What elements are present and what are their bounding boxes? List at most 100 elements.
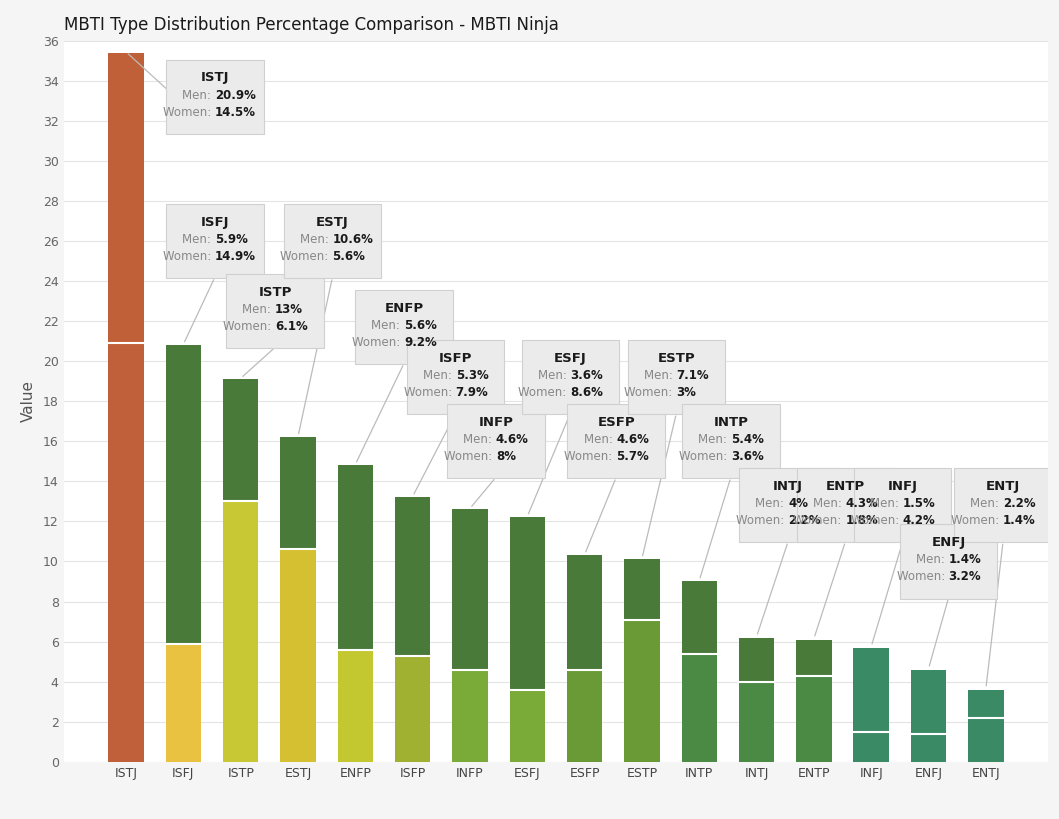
Text: Women:: Women: <box>564 450 616 463</box>
Bar <box>968 690 1004 717</box>
Text: ISFP: ISFP <box>439 352 472 364</box>
FancyBboxPatch shape <box>284 204 381 278</box>
Text: 7.9%: 7.9% <box>455 386 488 399</box>
Text: 20.9%: 20.9% <box>215 88 256 102</box>
FancyBboxPatch shape <box>628 340 725 414</box>
Text: Women:: Women: <box>897 570 949 583</box>
Text: Men:: Men: <box>372 319 405 332</box>
Bar <box>165 644 201 762</box>
Bar <box>624 559 660 619</box>
Text: ESTJ: ESTJ <box>316 215 348 229</box>
Text: 14.9%: 14.9% <box>215 250 256 263</box>
Bar <box>452 670 488 762</box>
Bar <box>165 346 201 644</box>
Bar <box>567 670 603 762</box>
Text: Men:: Men: <box>243 303 275 315</box>
Text: 4%: 4% <box>788 497 808 510</box>
Text: ISFJ: ISFJ <box>200 215 229 229</box>
Text: Women:: Women: <box>518 386 571 399</box>
Text: ENFP: ENFP <box>384 301 424 314</box>
Bar <box>281 550 316 762</box>
FancyBboxPatch shape <box>166 60 264 134</box>
Bar <box>739 637 774 681</box>
Bar <box>796 640 831 676</box>
Text: ISTP: ISTP <box>258 286 292 299</box>
Bar <box>452 509 488 670</box>
Text: 7.1%: 7.1% <box>677 369 708 382</box>
FancyBboxPatch shape <box>166 204 264 278</box>
Text: 8%: 8% <box>496 450 516 463</box>
FancyBboxPatch shape <box>796 468 894 542</box>
Bar <box>395 497 430 655</box>
FancyBboxPatch shape <box>954 468 1052 542</box>
Text: Women:: Women: <box>444 450 496 463</box>
Bar <box>911 670 947 734</box>
Text: 6.1%: 6.1% <box>275 319 308 333</box>
Text: Women:: Women: <box>736 514 788 527</box>
Text: 2.2%: 2.2% <box>788 514 821 527</box>
Text: 13%: 13% <box>275 303 303 315</box>
Text: 1.8%: 1.8% <box>845 514 878 527</box>
Text: 3.6%: 3.6% <box>571 369 603 382</box>
Bar <box>108 343 144 762</box>
Bar <box>567 555 603 670</box>
Text: 3.2%: 3.2% <box>949 570 982 583</box>
Bar <box>509 518 545 690</box>
Text: 4.6%: 4.6% <box>496 433 528 446</box>
Text: 2.2%: 2.2% <box>1003 497 1036 510</box>
FancyBboxPatch shape <box>447 405 544 478</box>
Text: 3%: 3% <box>677 386 696 399</box>
Bar <box>223 501 258 762</box>
Bar <box>281 437 316 550</box>
Bar <box>739 681 774 762</box>
Text: ESTP: ESTP <box>658 352 695 364</box>
Text: INFP: INFP <box>479 416 514 429</box>
FancyBboxPatch shape <box>682 405 779 478</box>
Bar <box>108 53 144 343</box>
Bar <box>968 717 1004 762</box>
Text: Women:: Women: <box>625 386 677 399</box>
Text: 3.6%: 3.6% <box>731 450 764 463</box>
Text: 4.2%: 4.2% <box>902 514 935 527</box>
Text: Men:: Men: <box>538 369 571 382</box>
Text: 4.3%: 4.3% <box>845 497 878 510</box>
Bar <box>854 648 889 731</box>
Text: 8.6%: 8.6% <box>571 386 604 399</box>
Bar <box>911 734 947 762</box>
Text: ESFP: ESFP <box>597 416 635 429</box>
Text: Women:: Women: <box>951 514 1003 527</box>
Text: Men:: Men: <box>870 497 902 510</box>
Text: Men:: Men: <box>970 497 1003 510</box>
Text: 5.9%: 5.9% <box>215 233 248 246</box>
Text: Men:: Men: <box>813 497 845 510</box>
Text: 9.2%: 9.2% <box>405 336 436 349</box>
Text: Women:: Women: <box>163 250 215 263</box>
Text: Women:: Women: <box>223 319 275 333</box>
Bar <box>395 655 430 762</box>
Text: Women:: Women: <box>793 514 845 527</box>
Bar <box>338 649 373 762</box>
Bar <box>796 676 831 762</box>
FancyBboxPatch shape <box>739 468 837 542</box>
Bar <box>682 581 717 654</box>
Text: Men:: Men: <box>182 233 215 246</box>
FancyBboxPatch shape <box>900 524 998 599</box>
Y-axis label: Value: Value <box>21 380 36 423</box>
Text: ENTP: ENTP <box>826 480 865 493</box>
FancyBboxPatch shape <box>356 290 453 364</box>
Text: Men:: Men: <box>644 369 677 382</box>
Text: MBTI Type Distribution Percentage Comparison - MBTI Ninja: MBTI Type Distribution Percentage Compar… <box>64 16 558 34</box>
Text: 14.5%: 14.5% <box>215 106 256 119</box>
Text: INTJ: INTJ <box>773 480 803 493</box>
Text: Women:: Women: <box>679 450 731 463</box>
Text: 5.6%: 5.6% <box>405 319 437 332</box>
Text: INTP: INTP <box>714 416 749 429</box>
Text: 10.6%: 10.6% <box>333 233 374 246</box>
Text: Women:: Women: <box>850 514 902 527</box>
Text: ESFJ: ESFJ <box>554 352 587 364</box>
Bar <box>509 690 545 762</box>
Text: ENFJ: ENFJ <box>932 536 966 549</box>
Text: Women:: Women: <box>403 386 455 399</box>
Text: Men:: Men: <box>584 433 616 446</box>
Text: ISTJ: ISTJ <box>200 71 229 84</box>
